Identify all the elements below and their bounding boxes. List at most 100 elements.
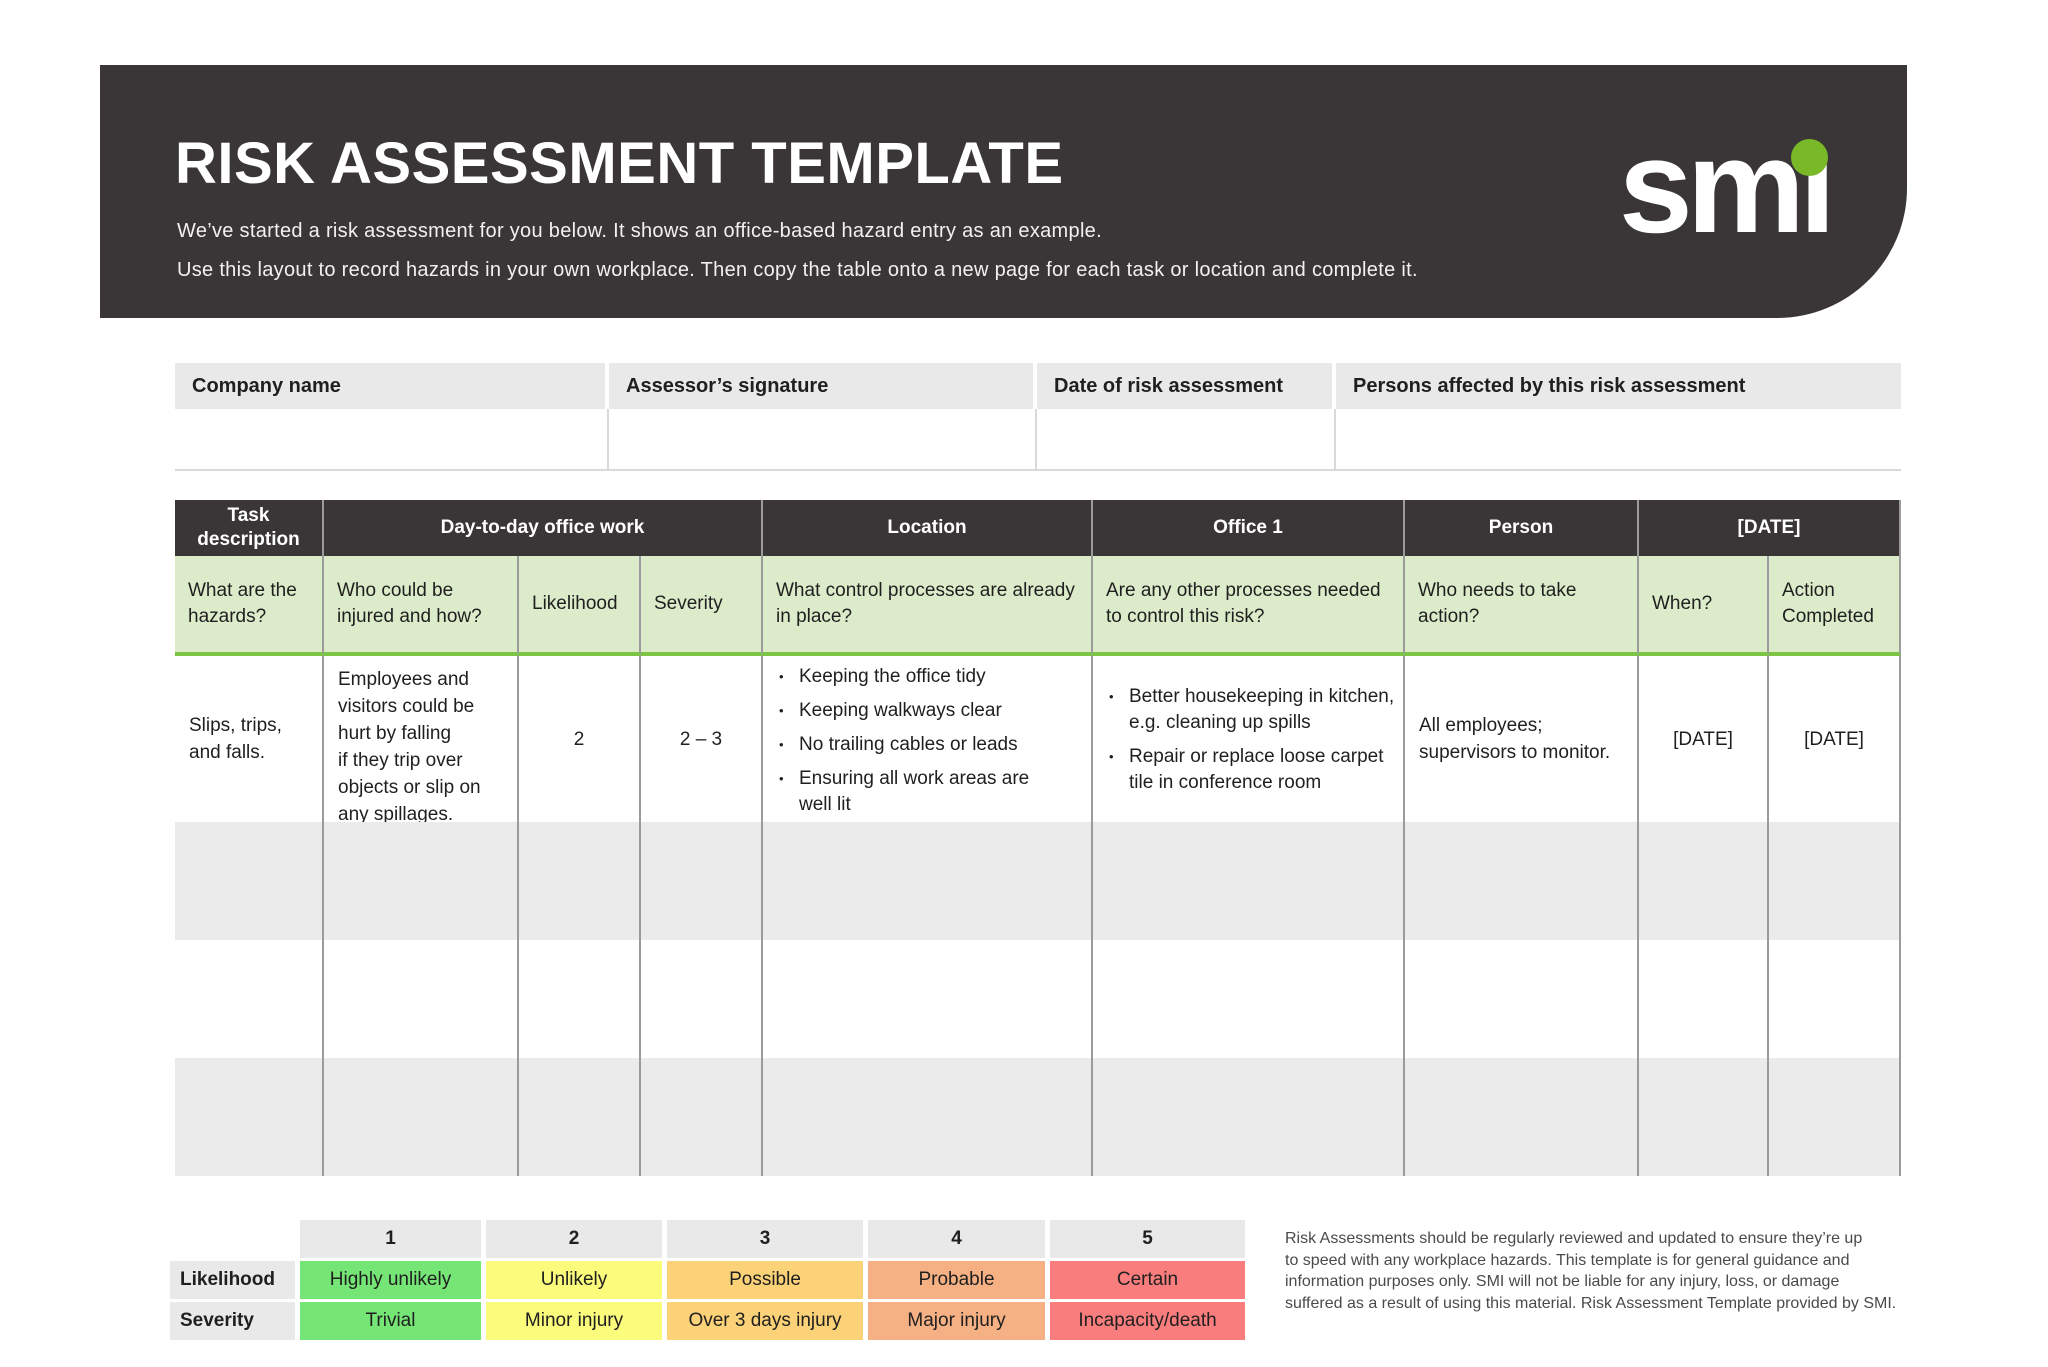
group-header-activity: Day-to-day office work <box>324 500 763 556</box>
example-cell-who-injured: Employees and visitors could be hurt by … <box>324 656 519 825</box>
group-header-location-value: Office 1 <box>1093 500 1405 556</box>
info-table-header-row: Company name Assessor’s signature Date o… <box>175 363 1901 409</box>
risk-cell-empty[interactable] <box>175 822 324 940</box>
risk-cell-empty[interactable] <box>641 1058 763 1176</box>
column-header-who-action: Who needs to take action? <box>1405 556 1639 656</box>
bullet-icon: • <box>1109 689 1114 704</box>
risk-cell-empty[interactable] <box>1769 940 1901 1058</box>
info-header-persons-affected: Persons affected by this risk assessment <box>1336 363 1901 409</box>
rating-severity-5: Incapacity/death <box>1050 1302 1245 1340</box>
smi-logo: smı <box>1618 113 1836 261</box>
group-header-location: Location <box>763 500 1093 556</box>
rating-severity-2: Minor injury <box>486 1302 662 1340</box>
info-table: Company name Assessor’s signature Date o… <box>175 363 1901 471</box>
bullet-item: • Repair or replace loose carpet tile in… <box>1107 744 1397 796</box>
example-cell-when: [DATE] <box>1639 656 1769 822</box>
column-header-when: When? <box>1639 556 1769 656</box>
info-input-assessment-date[interactable] <box>1037 409 1336 469</box>
risk-cell-empty[interactable] <box>519 940 641 1058</box>
example-cell-action-completed: [DATE] <box>1769 656 1901 822</box>
bullet-item: • No trailing cables or leads <box>777 732 1085 758</box>
risk-cell-empty[interactable] <box>763 940 1093 1058</box>
example-cell-severity: 2 – 3 <box>641 656 763 822</box>
risk-cell-empty[interactable] <box>1769 1058 1901 1176</box>
column-header-controls-in-place: What control processes are already in pl… <box>763 556 1093 656</box>
rating-scale-table: 1 2 3 4 5 Likelihood Highly unlikely Unl… <box>170 1220 1245 1340</box>
info-header-assessment-date: Date of risk assessment <box>1037 363 1336 409</box>
disclaimer-line: Risk Assessments should be regularly rev… <box>1285 1230 1863 1247</box>
bullet-icon: • <box>779 737 784 752</box>
bullet-item: • Better housekeeping in kitchen, e.g. c… <box>1107 684 1397 736</box>
risk-cell-empty[interactable] <box>1769 822 1901 940</box>
column-header-other-processes: Are any other processes needed to contro… <box>1093 556 1405 656</box>
info-input-persons-affected[interactable] <box>1336 409 1901 469</box>
risk-cell-empty[interactable] <box>324 940 519 1058</box>
risk-cell-empty[interactable] <box>1405 940 1639 1058</box>
risk-cell-empty[interactable] <box>324 822 519 940</box>
column-header-who-injured: Who could be injured and how? <box>324 556 519 656</box>
rating-likelihood-2: Unlikely <box>486 1261 662 1299</box>
bullet-icon: • <box>779 669 784 684</box>
risk-cell-empty[interactable] <box>1639 940 1769 1058</box>
info-table-input-row <box>175 409 1901 471</box>
rating-severity-1: Trivial <box>300 1302 481 1340</box>
info-header-company-name: Company name <box>175 363 609 409</box>
header-subtitle-1: We’ve started a risk assessment for you … <box>177 220 1102 242</box>
smi-logo-green-dot-icon <box>1791 139 1828 176</box>
risk-cell-empty[interactable] <box>1405 1058 1639 1176</box>
smi-logo-text: smı <box>1618 113 1836 261</box>
risk-cell-empty[interactable] <box>1093 1058 1405 1176</box>
page-title: RISK ASSESSMENT TEMPLATE <box>175 131 1064 196</box>
info-input-assessor-signature[interactable] <box>609 409 1037 469</box>
bullet-item: • Keeping walkways clear <box>777 698 1085 724</box>
example-cell-likelihood: 2 <box>519 656 641 822</box>
info-header-assessor-signature: Assessor’s signature <box>609 363 1037 409</box>
column-header-severity: Severity <box>641 556 763 656</box>
example-cell-other-processes: • Better housekeeping in kitchen, e.g. c… <box>1093 656 1405 822</box>
risk-cell-empty[interactable] <box>641 940 763 1058</box>
rating-likelihood-1: Highly unlikely <box>300 1261 481 1299</box>
rating-scale-number: 4 <box>868 1220 1045 1258</box>
risk-cell-empty[interactable] <box>175 1058 324 1176</box>
rating-severity-4: Major injury <box>868 1302 1045 1340</box>
risk-cell-empty[interactable] <box>763 1058 1093 1176</box>
bullet-item: • Ensuring all work areas are well lit <box>777 766 1085 818</box>
bullet-icon: • <box>779 771 784 786</box>
risk-cell-empty[interactable] <box>519 822 641 940</box>
bullet-item: • Keeping the office tidy <box>777 664 1085 690</box>
group-header-task-description: Task description <box>175 500 324 556</box>
rating-scale-number: 1 <box>300 1220 481 1258</box>
group-header-date: [DATE] <box>1639 500 1901 556</box>
risk-cell-empty[interactable] <box>324 1058 519 1176</box>
rating-likelihood-5: Certain <box>1050 1261 1245 1299</box>
disclaimer-line: to speed with any workplace hazards. Thi… <box>1285 1251 1850 1269</box>
rating-severity-3: Over 3 days injury <box>667 1302 863 1340</box>
disclaimer-line: suffered as a result of using this mater… <box>1285 1294 1897 1312</box>
group-header-person: Person <box>1405 500 1639 556</box>
rating-likelihood-4: Probable <box>868 1261 1045 1299</box>
info-input-company-name[interactable] <box>175 409 609 469</box>
risk-cell-empty[interactable] <box>175 940 324 1058</box>
risk-cell-empty[interactable] <box>1093 940 1405 1058</box>
column-header-likelihood: Likelihood <box>519 556 641 656</box>
rating-likelihood-label: Likelihood <box>170 1261 295 1299</box>
column-header-action-completed: Action Completed <box>1769 556 1901 656</box>
risk-cell-empty[interactable] <box>519 1058 641 1176</box>
risk-cell-empty[interactable] <box>763 822 1093 940</box>
column-header-hazards: What are the hazards? <box>175 556 324 656</box>
risk-cell-empty[interactable] <box>1093 822 1405 940</box>
rating-corner-cell <box>170 1220 295 1258</box>
header-subtitle-2: Use this layout to record hazards in you… <box>177 259 1418 281</box>
risk-cell-empty[interactable] <box>641 822 763 940</box>
risk-cell-empty[interactable] <box>1639 822 1769 940</box>
example-cell-hazards: Slips, trips, and falls. <box>175 656 324 822</box>
example-cell-who-action: All employees; supervisors to monitor. <box>1405 656 1639 822</box>
rating-scale-number: 3 <box>667 1220 863 1258</box>
risk-cell-empty[interactable] <box>1639 1058 1769 1176</box>
risk-assessment-table: Task description Day-to-day office work … <box>175 500 1901 1176</box>
rating-likelihood-3: Possible <box>667 1261 863 1299</box>
rating-scale-number: 2 <box>486 1220 662 1258</box>
header-banner: RISK ASSESSMENT TEMPLATE We’ve started a… <box>100 65 1907 318</box>
bullet-icon: • <box>779 703 784 718</box>
risk-cell-empty[interactable] <box>1405 822 1639 940</box>
